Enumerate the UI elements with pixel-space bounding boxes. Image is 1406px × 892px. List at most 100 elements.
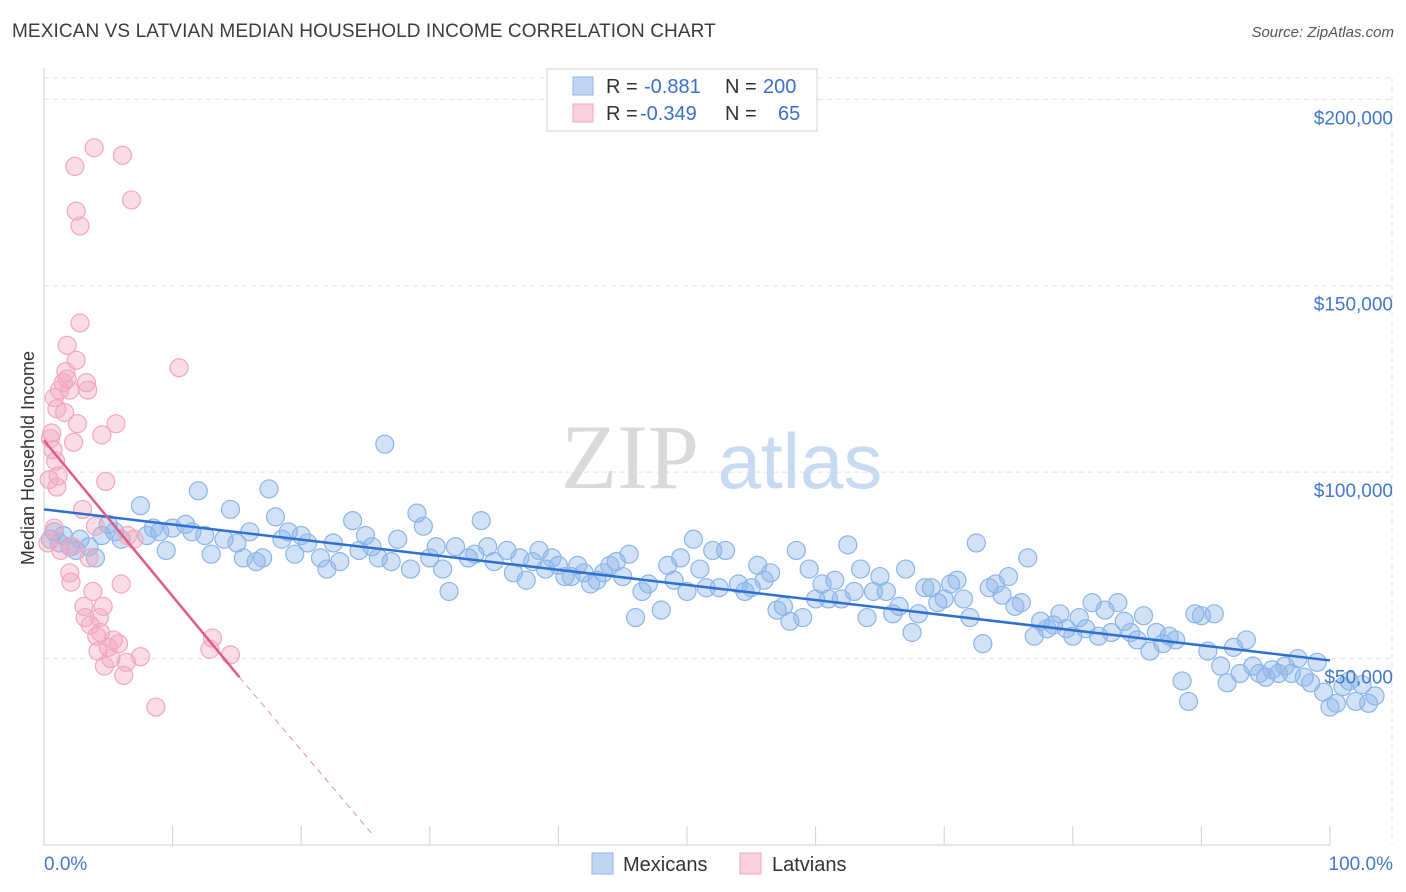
bottom-legend-mexicans: Mexicans: [623, 854, 707, 876]
point-mexicans: [201, 544, 221, 564]
point-latvians: [101, 648, 121, 669]
legend-r-label: R =: [606, 103, 638, 125]
point-mexicans: [1133, 606, 1154, 626]
legend-n-label: N =: [725, 103, 757, 125]
y-tick-label: $100,000: [1314, 481, 1393, 502]
point-mexicans: [1069, 607, 1089, 628]
bottom-legend-latvians: Latvians: [772, 854, 847, 876]
point-mexicans: [1365, 686, 1385, 706]
point-mexicans: [1339, 671, 1359, 691]
point-latvians: [48, 466, 68, 486]
point-latvians: [92, 425, 112, 445]
point-mexicans: [1172, 671, 1192, 691]
legend-r-label: R =: [606, 76, 638, 98]
point-mexicans: [375, 434, 395, 454]
point-latvians: [112, 145, 133, 165]
point-latvians: [85, 516, 106, 536]
point-latvians: [42, 423, 62, 443]
point-latvians: [202, 628, 223, 648]
point-mexicans: [625, 607, 646, 628]
watermark-atlas: atlas: [718, 417, 883, 505]
trend-line-latvians-extension: [239, 676, 373, 835]
point-mexicans: [896, 559, 916, 579]
point-mexicans: [844, 581, 864, 602]
point-mexicans: [278, 522, 298, 542]
point-latvians: [76, 373, 97, 393]
bottom-legend-swatch-latvians: [739, 852, 762, 875]
point-mexicans: [439, 581, 459, 602]
point-mexicans: [793, 607, 813, 628]
point-mexicans: [786, 540, 806, 561]
trend-line-latvians: [43, 439, 241, 679]
point-mexicans: [683, 529, 704, 549]
point-latvians: [84, 138, 104, 158]
point-mexicans: [156, 540, 176, 561]
point-mexicans: [233, 548, 253, 568]
point-latvians: [60, 380, 80, 400]
point-mexicans: [343, 511, 363, 531]
point-mexicans: [760, 563, 781, 583]
point-mexicans: [902, 622, 922, 643]
y-axis-label: Median Household Income: [18, 351, 38, 565]
point-mexicans: [130, 496, 151, 516]
point-latvians: [78, 380, 98, 400]
point-mexicans: [947, 570, 967, 590]
point-mexicans: [355, 525, 376, 546]
point-mexicans: [79, 537, 99, 557]
point-mexicans: [1256, 667, 1276, 687]
chart-title: MEXICAN VS LATVIAN MEDIAN HOUSEHOLD INCO…: [12, 21, 716, 42]
legend-n-value: 65: [778, 103, 800, 125]
trend-lines: [43, 439, 1331, 835]
point-mexicans: [188, 481, 208, 501]
point-mexicans: [381, 552, 401, 572]
legend-swatch-latvians: [572, 103, 594, 123]
point-mexicans: [690, 559, 710, 579]
point-mexicans: [1211, 656, 1231, 676]
point-mexicans: [433, 559, 453, 579]
point-mexicans: [889, 596, 909, 616]
point-mexicans: [137, 525, 157, 546]
point-mexicans: [92, 525, 112, 546]
point-mexicans: [310, 548, 331, 568]
point-mexicans: [1108, 593, 1128, 613]
point-mexicans: [220, 499, 241, 520]
point-latvians: [220, 645, 241, 665]
point-mexicans: [825, 570, 845, 590]
point-mexicans: [426, 537, 446, 557]
point-mexicans: [471, 511, 491, 531]
legend-r-value: -0.881: [644, 76, 701, 98]
point-latvians: [54, 402, 75, 423]
point-mexicans: [285, 544, 305, 564]
point-mexicans: [966, 533, 986, 553]
point-mexicans: [754, 570, 774, 590]
point-latvians: [44, 518, 64, 538]
point-mexicans: [915, 578, 935, 598]
point-mexicans: [1217, 673, 1237, 693]
point-mexicans: [1114, 611, 1134, 631]
point-mexicans: [1011, 593, 1031, 613]
watermark: ZIP atlas: [561, 406, 882, 508]
legend-r-value: -0.349: [640, 103, 697, 125]
point-mexicans: [542, 548, 562, 568]
point-mexicans: [516, 570, 536, 590]
point-mexicans: [105, 522, 125, 542]
point-latvians: [70, 313, 90, 333]
point-mexicans: [799, 559, 819, 579]
point-mexicans: [1358, 693, 1379, 713]
point-latvians: [108, 634, 129, 654]
point-latvians: [53, 373, 73, 393]
point-mexicans: [259, 479, 279, 499]
point-mexicans: [651, 600, 671, 620]
point-mexicans: [677, 581, 697, 602]
axes: [43, 68, 1331, 846]
point-latvians: [111, 574, 131, 594]
point-mexicans: [1326, 693, 1347, 713]
point-mexicans: [568, 555, 588, 575]
point-latvians: [89, 607, 109, 628]
point-mexicans: [253, 548, 273, 568]
point-latvians: [51, 540, 71, 561]
point-mexicans: [857, 607, 877, 628]
point-latvians: [79, 548, 99, 568]
point-mexicans: [1236, 630, 1257, 650]
